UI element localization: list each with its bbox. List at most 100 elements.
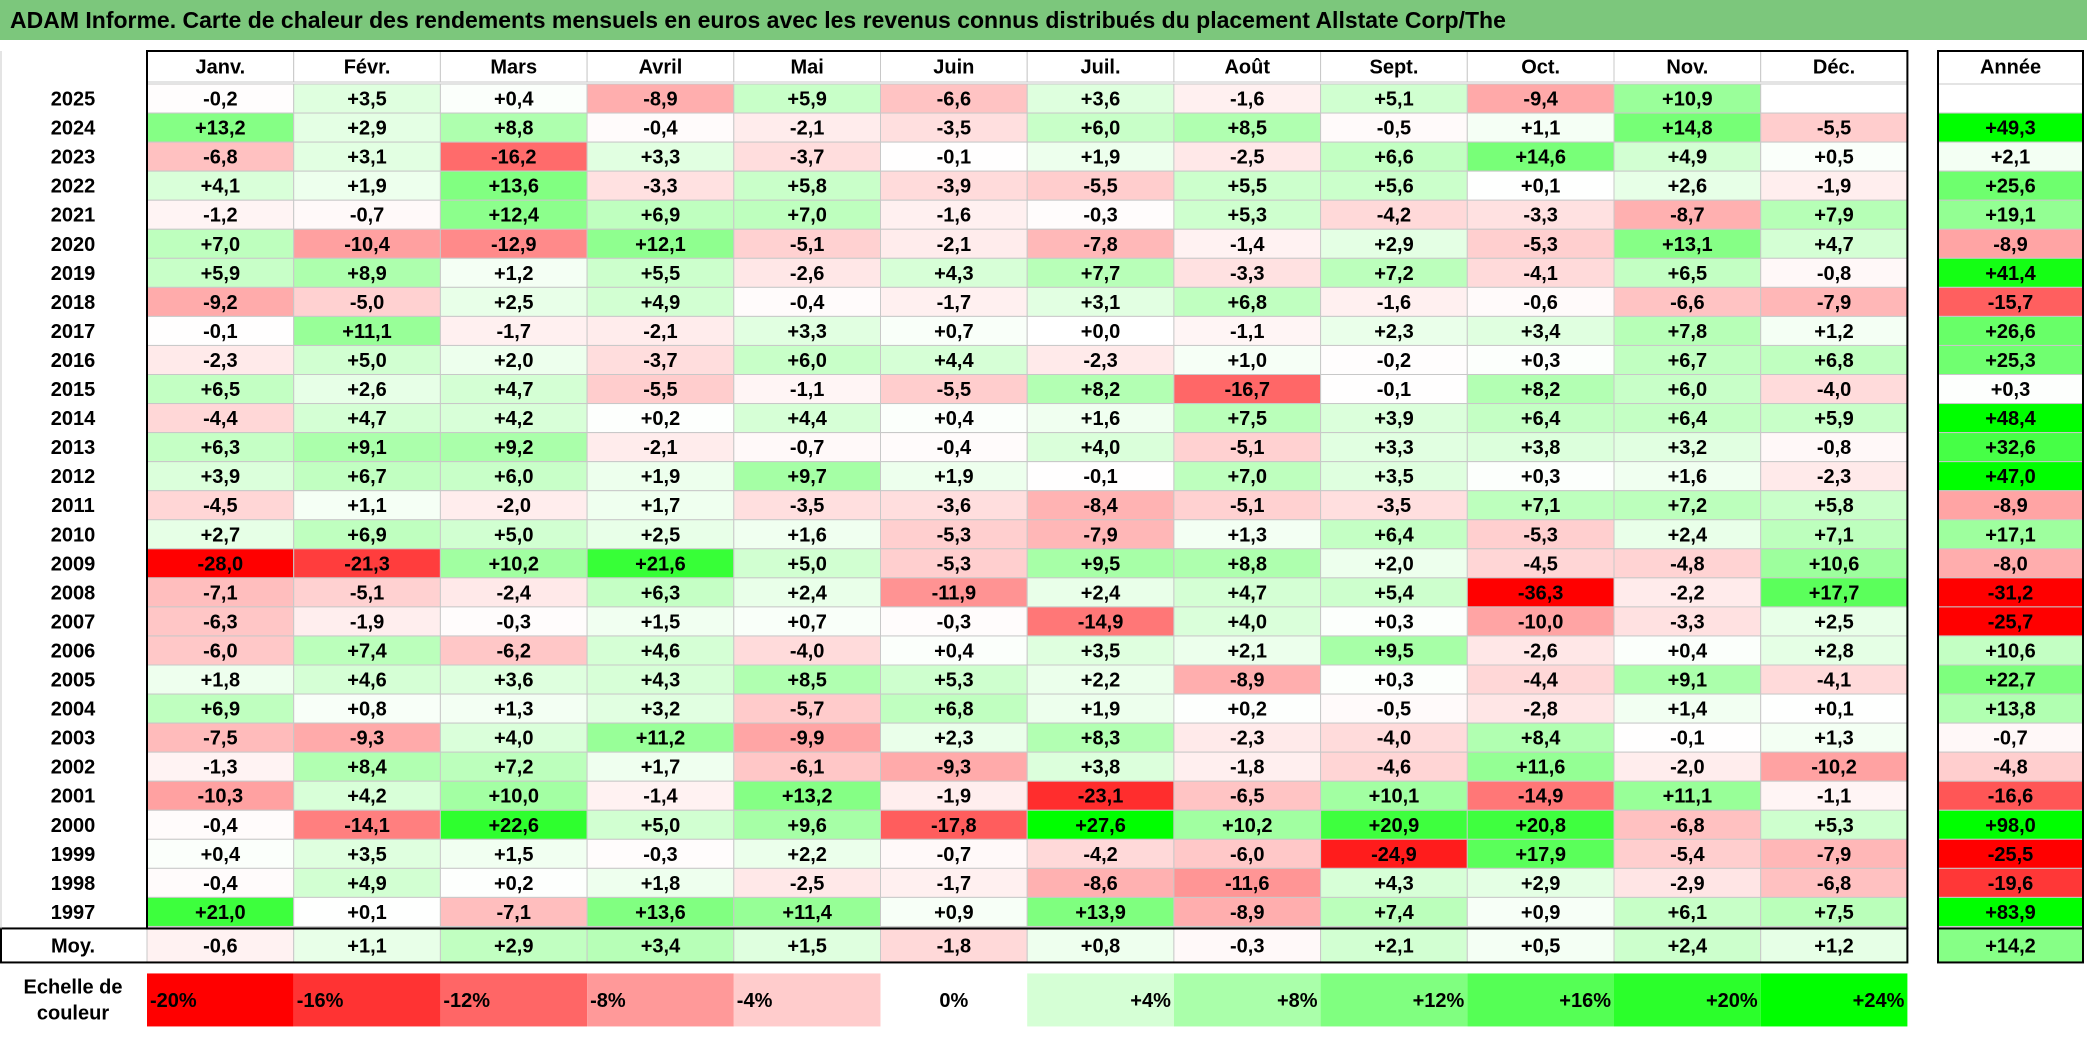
heatmap-cell <box>1466 228 1615 259</box>
average-cell-value: -0,3 <box>1230 935 1264 957</box>
heatmap-cell-value: -3,7 <box>643 350 677 372</box>
heatmap-cell-value: -2,5 <box>1230 147 1264 169</box>
heatmap-cell-value: -0,7 <box>790 437 824 459</box>
heatmap-cell-value: +6,7 <box>347 466 386 488</box>
heatmap-cell-value: +8,2 <box>1081 379 1120 401</box>
annual-cell-value: -19,6 <box>1988 873 2034 895</box>
heatmap-cell-value: +12,4 <box>488 205 539 227</box>
heatmap-cell <box>1026 838 1175 869</box>
heatmap-cell-value: +2,9 <box>1521 873 1560 895</box>
heatmap-cell-value: -0,5 <box>1377 118 1411 140</box>
heatmap-cell <box>1173 315 1322 346</box>
heatmap-cell-value: +0,3 <box>1521 466 1560 488</box>
heatmap-cell <box>1760 315 1908 346</box>
year-row: 2025 -0,2 +3,5 +0,4 -8,9 +5,9 -6,6 +3,6 -1,6 +5,1… <box>51 83 2084 114</box>
annual-header-cell <box>1938 51 2083 82</box>
heatmap-cell-value: -3,6 <box>937 495 971 517</box>
heatmap-cell-value: +2,0 <box>494 350 533 372</box>
color-scale-step-label: 0% <box>939 990 968 1012</box>
heatmap-cell-value: +13,2 <box>195 118 246 140</box>
heatmap-cell-value: +7,1 <box>1521 495 1560 517</box>
heatmap-cell-value: -11,6 <box>1225 873 1269 895</box>
year-row: 2024 +13,2 +2,9 +8,8 -0,4 -2,1 -3,5 +6,0 +8,5 -0,… <box>51 112 2084 143</box>
heatmap-cell-value: +2,9 <box>347 118 386 140</box>
heatmap-cell-value: -6,6 <box>937 89 971 111</box>
heatmap-cell-value: +7,2 <box>494 757 533 779</box>
heatmap-cell <box>880 344 1028 376</box>
heatmap-cell-value: -9,3 <box>350 728 384 750</box>
heatmap-cell <box>146 548 295 579</box>
average-cell <box>586 927 735 963</box>
heatmap-cell-value: -3,5 <box>1377 495 1411 517</box>
average-cell-value: -0,6 <box>203 935 237 957</box>
month-header-label: Août <box>1224 57 1270 79</box>
heatmap-cell-value: -28,0 <box>198 553 244 575</box>
year-row: 2000 -0,4 -14,1 +22,6 +5,0 +9,6 -17,8 +27,6 +10,… <box>51 809 2084 840</box>
heatmap-cell-value: +6,4 <box>1374 524 1414 546</box>
heatmap-cell-value: +5,8 <box>1814 495 1853 517</box>
heatmap-cell-value: +8,8 <box>494 118 533 140</box>
heatmap-cell <box>1026 170 1175 201</box>
heatmap-cell-value: -0,1 <box>203 321 237 343</box>
year-label: 2005 <box>51 670 96 692</box>
heatmap-cell-value: -6,8 <box>203 147 237 169</box>
heatmap-cell <box>1320 664 1468 695</box>
month-header-row: Janv. Févr. Mars Avril Mai Juin Juil. Août Sept.… <box>146 50 2083 83</box>
heatmap-cell <box>733 809 881 840</box>
heatmap-cell-value: +4,3 <box>934 263 973 285</box>
heatmap-cell-value: +9,1 <box>1668 670 1707 692</box>
color-scale-swatch <box>1320 973 1468 1027</box>
month-header-cell <box>1613 50 1762 83</box>
heatmap-cell-value: -11,9 <box>932 582 976 604</box>
heatmap-cell-value: -4,4 <box>1523 670 1558 692</box>
year-row: 2021 -1,2 -0,7 +12,4 +6,9 +7,0 -1,6 -0,3 +5,3 -4,… <box>51 199 2084 230</box>
heatmap-cell-value: +11,4 <box>782 902 832 924</box>
heatmap-cell <box>1320 315 1468 346</box>
heatmap-cell-value: -1,1 <box>1817 786 1851 808</box>
heatmap-cell-value: +4,1 <box>201 176 240 198</box>
heatmap-cell-value: +1,0 <box>1228 350 1267 372</box>
heatmap-cell <box>1613 257 1762 288</box>
heatmap-cell-value: -0,4 <box>790 292 825 314</box>
heatmap-cell-value: +9,7 <box>787 466 826 488</box>
heatmap-cell <box>1026 199 1175 230</box>
heatmap-cell-value: -4,0 <box>790 640 824 662</box>
heatmap-cell-value: -1,7 <box>937 292 971 314</box>
heatmap-cell-value: -2,2 <box>1670 582 1704 604</box>
color-scale-swatch <box>1173 973 1321 1027</box>
color-scale: Echelle de couleur -20% -16% -12% -8% -4% 0% +4%… <box>24 973 1908 1027</box>
heatmap-cell <box>880 519 1028 550</box>
heatmap-cell-value: +9,6 <box>787 815 826 837</box>
heatmap-cell-value: +5,0 <box>494 524 533 546</box>
heatmap-cell-value: +1,1 <box>1521 118 1560 140</box>
color-scale-step-label: +4% <box>1130 990 1171 1012</box>
average-row: Moy. -0,6 +1,1 +2,9 +3,4 +1,5 -1,8 +0,8 -0,3 +2,1… <box>51 927 2084 963</box>
heatmap-cell <box>1760 896 1908 927</box>
heatmap-cell-value: +10,6 <box>1809 553 1860 575</box>
heatmap-cell-value: +3,6 <box>1081 89 1120 111</box>
heatmap-cell-value: -16,7 <box>1224 379 1270 401</box>
heatmap-cell <box>1466 809 1615 840</box>
heatmap-cell <box>733 403 881 434</box>
heatmap-cell-value: -4,6 <box>1377 757 1411 779</box>
heatmap-cell <box>1613 635 1762 666</box>
heatmap-cell-value: -0,8 <box>1817 437 1851 459</box>
heatmap-cell-value: +14,8 <box>1662 118 1713 140</box>
year-row: 2019 +5,9 +8,9 +1,2 +5,5 -2,6 +4,3 +7,7 -3,3 +7,2… <box>51 257 2084 288</box>
heatmap-cell-value: +7,0 <box>787 205 826 227</box>
heatmap-cell-value: +6,4 <box>1668 408 1708 430</box>
heatmap-cell-value: -7,9 <box>1083 524 1117 546</box>
month-header-cell <box>1173 50 1322 83</box>
year-label: 2015 <box>51 379 96 401</box>
heatmap-cell-value: +6,8 <box>1814 350 1853 372</box>
heatmap-cell-value: -1,2 <box>203 205 237 227</box>
heatmap-cell-value: +5,6 <box>1374 176 1413 198</box>
heatmap-cell-value: -2,0 <box>497 495 531 517</box>
year-label: 2025 <box>51 89 96 111</box>
heatmap-cell-value: +3,6 <box>494 670 533 692</box>
heatmap-cell <box>439 315 588 346</box>
annual-cell <box>1937 606 2084 637</box>
color-scale-step-label: +8% <box>1277 990 1318 1012</box>
heatmap-cell <box>1613 896 1762 927</box>
heatmap-cell-value: +12,1 <box>635 234 686 256</box>
